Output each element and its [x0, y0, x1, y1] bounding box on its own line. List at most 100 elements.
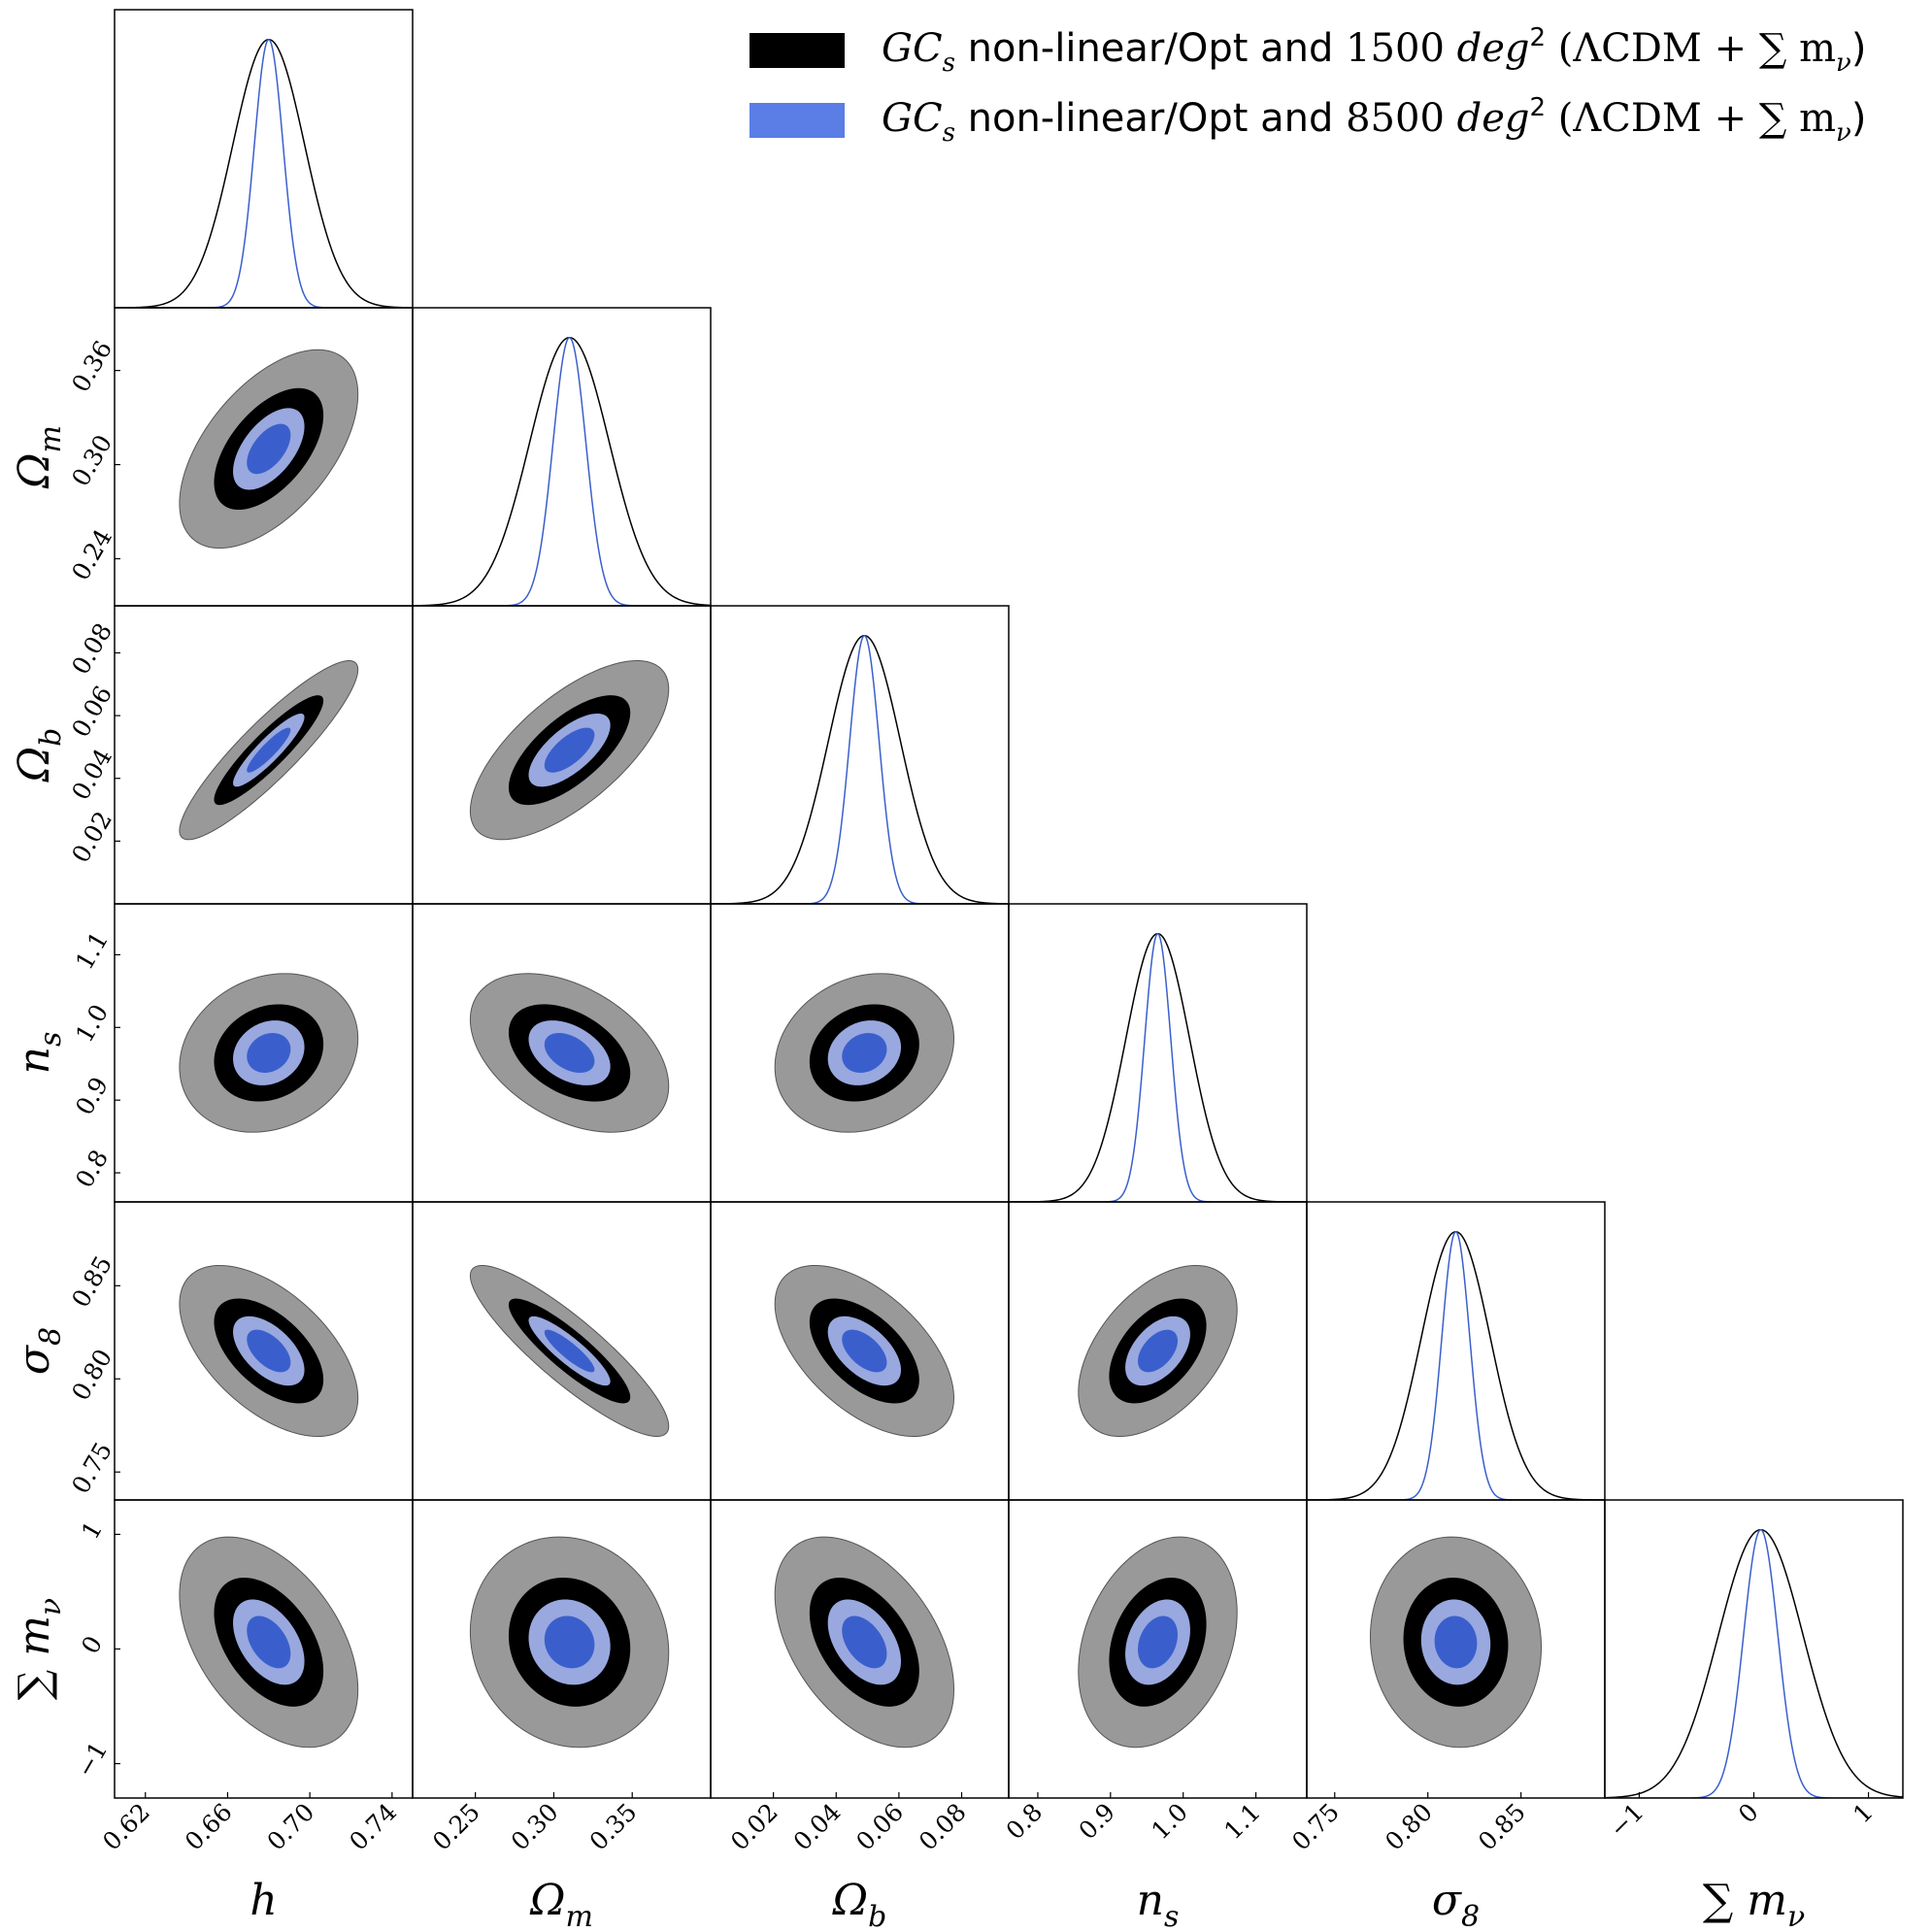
y-tick-label: 0.06 — [66, 681, 117, 742]
x-tick-label: 0.75 — [1286, 1798, 1345, 1856]
y-tick-label: 0.30 — [66, 430, 117, 491]
y-axis-label-Om: Ωm — [10, 425, 68, 489]
x-tick-label: 1.1 — [1218, 1798, 1266, 1846]
x-tick-label: 1.0 — [1146, 1798, 1193, 1846]
x-tick-label: 0.74 — [344, 1798, 402, 1856]
x-tick-label: 0.85 — [1473, 1798, 1531, 1856]
y-axis-label-main: ∑ m — [10, 1616, 59, 1700]
panel-content — [1307, 1230, 1605, 1500]
y-tick-label: 0 — [76, 1631, 108, 1658]
panel-ns-Om — [412, 903, 712, 1203]
panel-Ob-h — [114, 605, 414, 905]
x-axis-label-sub: ν — [1787, 1900, 1805, 1932]
panel-content — [413, 336, 711, 606]
y-tick-label: 0.85 — [66, 1251, 117, 1313]
posterior-mnu-series-1 — [1605, 1528, 1903, 1798]
x-tick-label: 0.30 — [506, 1798, 564, 1856]
panel-content — [469, 1264, 670, 1438]
panel-content — [1605, 1528, 1903, 1798]
legend-item-8500: GCs non-linear/Opt and 8500 deg2 (ΛCDM +… — [749, 91, 1866, 150]
y-axis-label-s8: σ8 — [10, 1327, 68, 1375]
contour-1sigma-series-1 — [247, 1616, 291, 1669]
panel-content — [179, 973, 359, 1133]
posterior-h-series-0 — [115, 38, 413, 308]
panel-ns-h — [114, 903, 414, 1203]
y-tick-label: 0.02 — [66, 807, 117, 868]
x-axis-label-mnu: ∑ mν — [1703, 1876, 1805, 1932]
x-tick-label: 1 — [1848, 1798, 1879, 1829]
panel-s8-h — [114, 1201, 414, 1501]
legend-swatch-blue — [749, 103, 845, 138]
contour-1sigma-series-1 — [842, 1033, 887, 1073]
contour-1sigma-series-1 — [544, 1033, 595, 1073]
y-tick-label: 0.04 — [66, 744, 117, 805]
x-axis-label-sub: s — [1164, 1900, 1179, 1932]
x-tick-label: −1 — [1604, 1798, 1649, 1844]
x-tick-label: 0.06 — [850, 1798, 909, 1856]
posterior-Ob-series-0 — [711, 634, 1009, 904]
contour-1sigma-series-1 — [247, 727, 291, 773]
y-tick-label: 0.08 — [66, 618, 117, 680]
y-tick-label: 1 — [76, 1516, 108, 1544]
y-tick-label: 0.24 — [66, 524, 117, 585]
posterior-s8-series-1 — [1307, 1230, 1605, 1500]
y-axis-label-main: Ω — [10, 452, 59, 488]
panel-frame — [1008, 903, 1308, 1203]
panel-frame — [1604, 1499, 1904, 1799]
panel-h-h — [114, 9, 414, 309]
panel-ns-Ob — [710, 903, 1010, 1203]
contour-1sigma-series-1 — [544, 1616, 595, 1669]
panel-frame — [412, 307, 712, 607]
panel-mnu-h — [114, 1499, 414, 1799]
y-axis-label-ns: ns — [10, 1032, 68, 1075]
panel-content — [774, 1536, 955, 1749]
panel-s8-Ob — [710, 1201, 1010, 1501]
x-axis-label-Ob: Ωb — [832, 1876, 887, 1932]
panel-mnu-mnu — [1604, 1499, 1904, 1799]
legend-label: GCs non-linear/Opt and 8500 deg2 (ΛCDM +… — [882, 93, 1867, 148]
posterior-Om-series-1 — [413, 336, 711, 606]
x-tick-label: 0.8 — [1001, 1798, 1049, 1846]
x-tick-label: 0.70 — [262, 1798, 320, 1856]
x-tick-label: 0.80 — [1380, 1798, 1438, 1856]
panel-content — [469, 659, 670, 841]
y-axis-label-sub: s — [34, 1032, 68, 1047]
panel-mnu-ns — [1008, 1499, 1308, 1799]
posterior-Ob-series-1 — [711, 634, 1009, 904]
x-axis-label-main: h — [250, 1876, 277, 1925]
x-tick-label: 0.62 — [97, 1798, 155, 1856]
y-axis-label-main: σ — [10, 1344, 59, 1375]
contour-1sigma-series-1 — [247, 1033, 291, 1073]
x-axis-label-main: ∑ m — [1703, 1876, 1787, 1925]
panel-s8-ns — [1008, 1201, 1308, 1501]
panel-content — [1369, 1536, 1543, 1749]
contour-1sigma-series-1 — [842, 1329, 887, 1373]
x-tick-label: 0.66 — [180, 1798, 238, 1856]
contour-1sigma-series-1 — [247, 1329, 291, 1373]
panel-mnu-s8 — [1306, 1499, 1606, 1799]
x-tick-label: 0.04 — [788, 1798, 847, 1856]
y-tick-label: 0.36 — [66, 336, 117, 397]
y-axis-label-sub: ν — [34, 1598, 68, 1616]
panel-content — [1009, 932, 1307, 1202]
panel-s8-Om — [412, 1201, 712, 1501]
panel-content — [469, 1536, 670, 1749]
x-axis-label-main: n — [1137, 1876, 1164, 1925]
panel-content — [179, 1264, 359, 1438]
y-axis-label-main: n — [10, 1047, 59, 1074]
panel-content — [179, 660, 359, 841]
x-tick-label: 0.9 — [1073, 1798, 1120, 1846]
posterior-ns-series-1 — [1009, 932, 1307, 1202]
y-tick-label: 1.1 — [70, 927, 114, 975]
x-tick-label: 0 — [1733, 1798, 1764, 1829]
panel-content — [469, 973, 670, 1133]
panel-content — [1078, 1536, 1238, 1749]
y-axis-label-sub: m — [34, 425, 68, 452]
x-axis-label-main: σ — [1432, 1876, 1463, 1925]
x-axis-label-sub: b — [868, 1900, 886, 1932]
contour-1sigma-series-1 — [1434, 1616, 1478, 1669]
panel-content — [1078, 1264, 1238, 1438]
x-axis-label-main: Ω — [529, 1876, 565, 1925]
y-axis-label-main: Ω — [10, 747, 59, 783]
x-axis-label-sub: 8 — [1461, 1900, 1480, 1932]
